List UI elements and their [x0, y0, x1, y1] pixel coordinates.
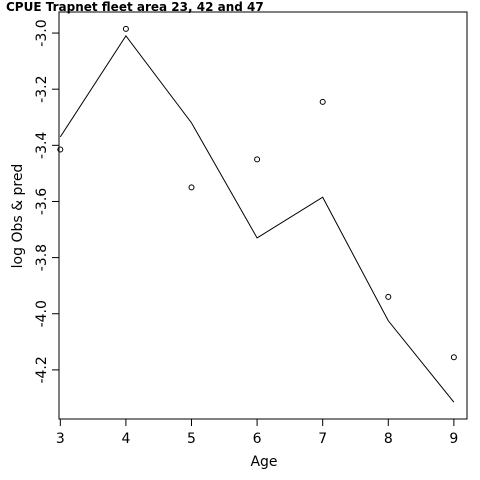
- x-axis-label: Age: [250, 454, 277, 470]
- y-tick-label: -3.6: [34, 188, 50, 215]
- series-group: [57, 25, 457, 403]
- observed-point: [57, 146, 64, 153]
- y-tick-label: -3.8: [34, 244, 50, 271]
- observed-point: [254, 156, 261, 163]
- x-tick-label: 3: [56, 431, 65, 447]
- plot-area: [58, 11, 468, 420]
- x-tick-label: 8: [384, 431, 393, 447]
- y-tick-label: -3.2: [34, 76, 50, 103]
- observed-point: [450, 354, 457, 361]
- y-tick-label: -4.2: [34, 356, 50, 383]
- x-tick-label: 6: [253, 431, 262, 447]
- x-tick-label: 7: [318, 431, 327, 447]
- x-axis: 3 4 5 6 7 8 9: [56, 418, 458, 447]
- observed-point: [385, 293, 392, 300]
- chart-title: CPUE Trapnet fleet area 23, 42 and 47: [6, 0, 264, 14]
- predicted-line: [59, 34, 455, 403]
- observed-point: [188, 184, 195, 191]
- observed-point: [122, 25, 129, 32]
- x-tick-label: 5: [187, 431, 196, 447]
- y-axis-label: log Obs & pred: [10, 164, 26, 269]
- y-axis: -3.0 -3.2 -3.4 -3.6 -3.8 -4.0 -4.2: [34, 19, 60, 384]
- x-tick-label: 4: [121, 431, 130, 447]
- y-tick-label: -3.0: [34, 19, 50, 46]
- y-tick-label: -3.4: [34, 132, 50, 159]
- observed-point: [319, 98, 326, 105]
- x-tick-label: 9: [449, 431, 458, 447]
- y-tick-label: -4.0: [34, 300, 50, 327]
